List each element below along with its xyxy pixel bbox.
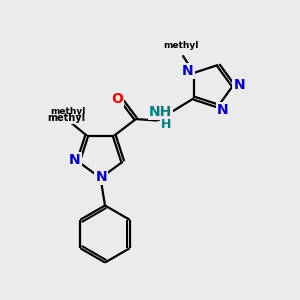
Text: N: N <box>233 78 245 92</box>
Text: methyl: methyl <box>48 113 86 124</box>
Text: H: H <box>161 118 172 131</box>
Text: N: N <box>182 64 194 78</box>
Text: N: N <box>217 103 229 117</box>
Text: methyl: methyl <box>164 41 199 50</box>
Text: O: O <box>111 92 123 106</box>
Text: methyl: methyl <box>50 107 86 116</box>
Text: NH: NH <box>149 105 172 118</box>
Text: N: N <box>69 153 80 167</box>
Text: N: N <box>95 170 107 184</box>
